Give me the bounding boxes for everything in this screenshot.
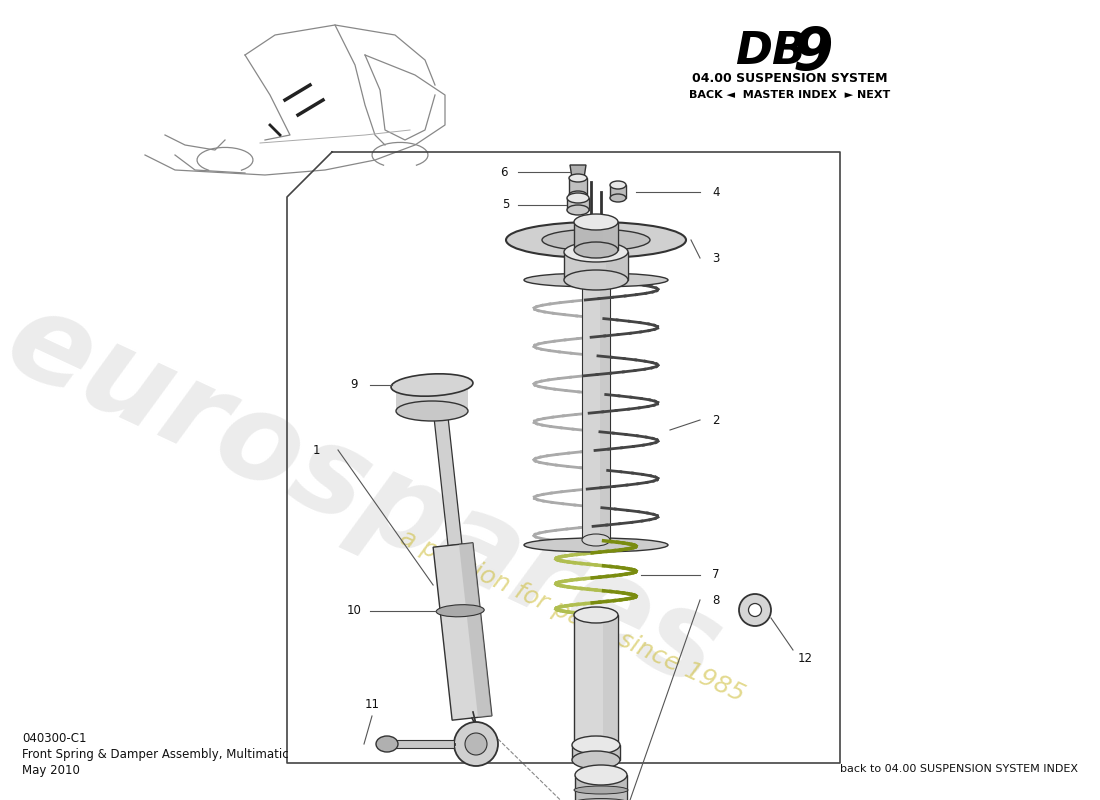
Text: 1: 1 bbox=[312, 443, 320, 457]
Bar bbox=[574, 222, 618, 250]
Ellipse shape bbox=[574, 214, 618, 230]
Ellipse shape bbox=[506, 222, 686, 258]
Text: 9: 9 bbox=[350, 378, 358, 391]
Text: 04.00 SUSPENSION SYSTEM: 04.00 SUSPENSION SYSTEM bbox=[692, 72, 888, 85]
Bar bbox=[582, 270, 610, 540]
Text: 11: 11 bbox=[364, 698, 380, 710]
Text: 040300-C1: 040300-C1 bbox=[22, 732, 87, 745]
Ellipse shape bbox=[542, 230, 650, 250]
Bar bbox=[574, 615, 618, 745]
Ellipse shape bbox=[566, 193, 588, 203]
Ellipse shape bbox=[575, 765, 627, 785]
Ellipse shape bbox=[564, 270, 628, 290]
Ellipse shape bbox=[569, 174, 587, 182]
Ellipse shape bbox=[610, 181, 626, 189]
Ellipse shape bbox=[392, 374, 473, 396]
Ellipse shape bbox=[574, 798, 628, 800]
Polygon shape bbox=[459, 543, 492, 718]
Polygon shape bbox=[608, 775, 627, 800]
Ellipse shape bbox=[739, 594, 771, 626]
Ellipse shape bbox=[376, 736, 398, 752]
Text: 10: 10 bbox=[346, 604, 362, 618]
Text: DB: DB bbox=[735, 30, 806, 73]
Bar bbox=[575, 775, 627, 800]
Text: May 2010: May 2010 bbox=[22, 764, 80, 777]
Polygon shape bbox=[620, 185, 626, 198]
Polygon shape bbox=[603, 615, 618, 745]
Text: 8: 8 bbox=[713, 594, 719, 606]
Text: a passion for parts since 1985: a passion for parts since 1985 bbox=[396, 526, 748, 706]
Polygon shape bbox=[601, 270, 610, 540]
Ellipse shape bbox=[564, 242, 628, 262]
Bar bbox=[381, 740, 454, 748]
Bar bbox=[396, 385, 468, 410]
Ellipse shape bbox=[566, 205, 588, 215]
Circle shape bbox=[465, 733, 487, 755]
Ellipse shape bbox=[574, 242, 618, 258]
Text: eurospares: eurospares bbox=[0, 280, 738, 712]
Ellipse shape bbox=[574, 607, 618, 623]
Polygon shape bbox=[433, 543, 492, 720]
Ellipse shape bbox=[572, 751, 620, 769]
Text: 5: 5 bbox=[503, 198, 509, 211]
Text: BACK ◄  MASTER INDEX  ► NEXT: BACK ◄ MASTER INDEX ► NEXT bbox=[690, 90, 891, 100]
Polygon shape bbox=[603, 222, 618, 250]
Text: 9: 9 bbox=[793, 25, 834, 82]
Polygon shape bbox=[433, 407, 462, 546]
Bar bbox=[572, 745, 620, 760]
Text: 2: 2 bbox=[713, 414, 719, 426]
Polygon shape bbox=[581, 198, 589, 210]
Polygon shape bbox=[606, 252, 628, 280]
Text: 12: 12 bbox=[798, 651, 813, 665]
Ellipse shape bbox=[582, 264, 610, 276]
Bar bbox=[610, 185, 626, 198]
Text: back to 04.00 SUSPENSION SYSTEM INDEX: back to 04.00 SUSPENSION SYSTEM INDEX bbox=[840, 764, 1078, 774]
Polygon shape bbox=[570, 165, 586, 178]
Text: 4: 4 bbox=[713, 186, 719, 198]
Ellipse shape bbox=[572, 736, 620, 754]
Ellipse shape bbox=[524, 538, 668, 552]
Circle shape bbox=[454, 722, 498, 766]
Ellipse shape bbox=[524, 273, 668, 287]
Bar bbox=[566, 198, 588, 210]
Bar bbox=[569, 178, 587, 195]
Text: 7: 7 bbox=[713, 569, 719, 582]
Ellipse shape bbox=[574, 786, 628, 794]
Ellipse shape bbox=[582, 534, 610, 546]
Text: 3: 3 bbox=[713, 251, 719, 265]
Ellipse shape bbox=[610, 194, 626, 202]
Ellipse shape bbox=[748, 603, 761, 617]
Text: Front Spring & Damper Assembly, Multimatic: Front Spring & Damper Assembly, Multimat… bbox=[22, 748, 288, 761]
Text: 6: 6 bbox=[500, 166, 508, 178]
Ellipse shape bbox=[574, 737, 618, 753]
Ellipse shape bbox=[396, 401, 468, 421]
Polygon shape bbox=[581, 178, 587, 195]
Polygon shape bbox=[603, 745, 620, 760]
Ellipse shape bbox=[437, 605, 484, 617]
Ellipse shape bbox=[569, 191, 587, 199]
Bar bbox=[564, 252, 628, 280]
